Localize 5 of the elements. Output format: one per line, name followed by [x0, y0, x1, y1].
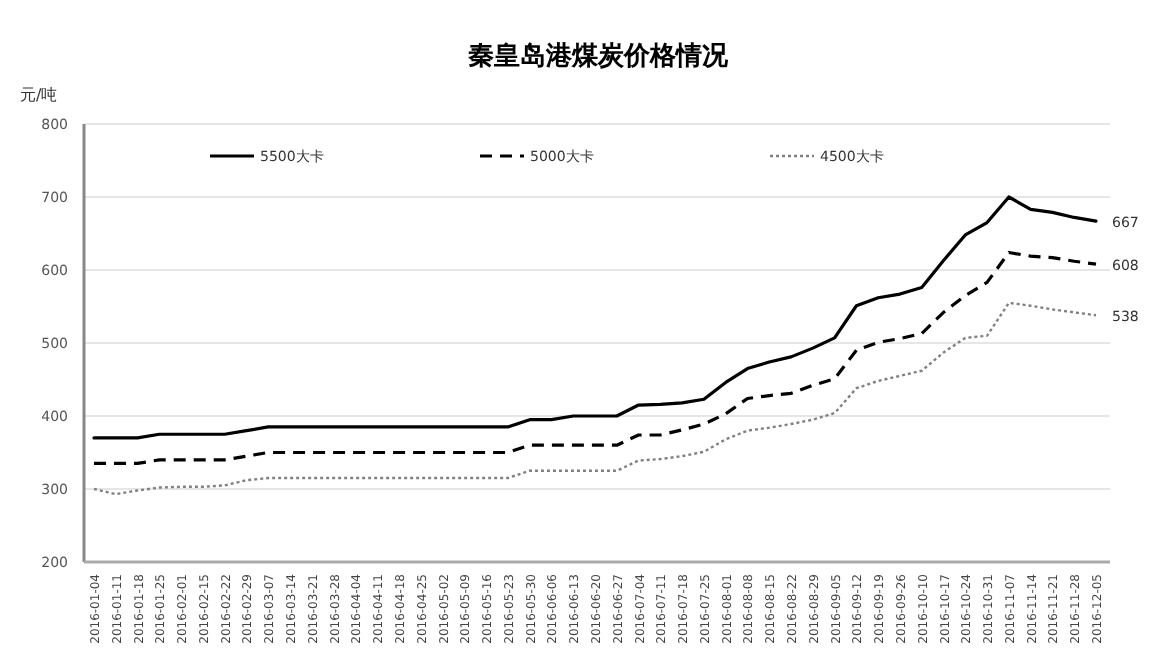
line-series — [92, 301, 1098, 496]
y-axis-title: 元/吨 — [20, 86, 58, 104]
line-series — [92, 250, 1098, 466]
line-series — [92, 195, 1098, 440]
chart-title: 秦皇岛港煤炭价格情况 — [468, 42, 730, 72]
